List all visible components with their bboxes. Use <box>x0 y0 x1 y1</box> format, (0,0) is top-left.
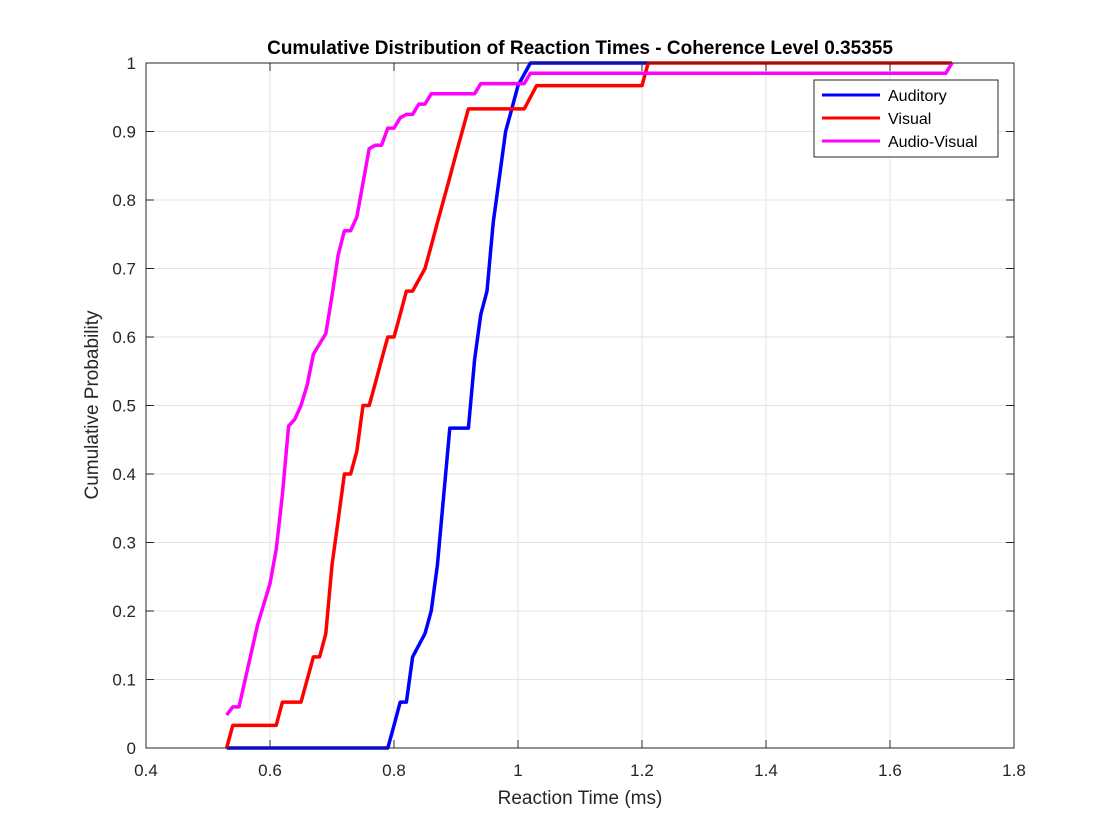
y-tick-label: 0.6 <box>112 328 136 347</box>
x-tick-label: 0.8 <box>382 761 406 780</box>
y-tick-label: 0.4 <box>112 465 136 484</box>
x-axis-ticks: 0.4 0.6 0.8 1 1.2 1.4 1.6 1.8 <box>134 63 1026 780</box>
x-tick-label: 0.6 <box>258 761 282 780</box>
y-axis-title: Cumulative Probability <box>82 310 103 500</box>
legend: Auditory Visual Audio-Visual <box>813 79 999 158</box>
x-tick-label: 1.4 <box>754 761 778 780</box>
y-tick-label: 0.9 <box>112 123 136 142</box>
chart-title: Cumulative Distribution of Reaction Time… <box>267 38 893 59</box>
series-line-visual <box>224 61 952 749</box>
y-tick-label: 0 <box>127 739 136 758</box>
legend-label-visual: Visual <box>888 111 931 128</box>
y-tick-label: 0.3 <box>112 534 136 553</box>
x-tick-label: 0.4 <box>134 761 158 780</box>
x-tick-label: 1 <box>513 761 522 780</box>
y-tick-label: 0.7 <box>112 260 136 279</box>
series-line-audio-visual <box>225 62 954 717</box>
x-tick-label: 1.6 <box>878 761 902 780</box>
y-axis-ticks: 0 0.1 0.2 0.3 0.4 0.5 0.6 0.7 0.8 0.9 1 <box>112 54 1014 758</box>
x-tick-label: 1.2 <box>630 761 654 780</box>
legend-label-audio-visual: Audio-Visual <box>888 134 978 151</box>
y-tick-label: 0.2 <box>112 602 136 621</box>
series-line-auditory <box>226 61 649 750</box>
x-axis-title: Reaction Time (ms) <box>498 788 663 809</box>
y-tick-label: 1 <box>127 54 136 73</box>
legend-label-auditory: Auditory <box>888 88 947 105</box>
y-tick-label: 0.8 <box>112 191 136 210</box>
series-lines <box>224 61 954 750</box>
y-tick-label: 0.5 <box>112 397 136 416</box>
x-tick-label: 1.8 <box>1002 761 1026 780</box>
y-tick-label: 0.1 <box>112 671 136 690</box>
